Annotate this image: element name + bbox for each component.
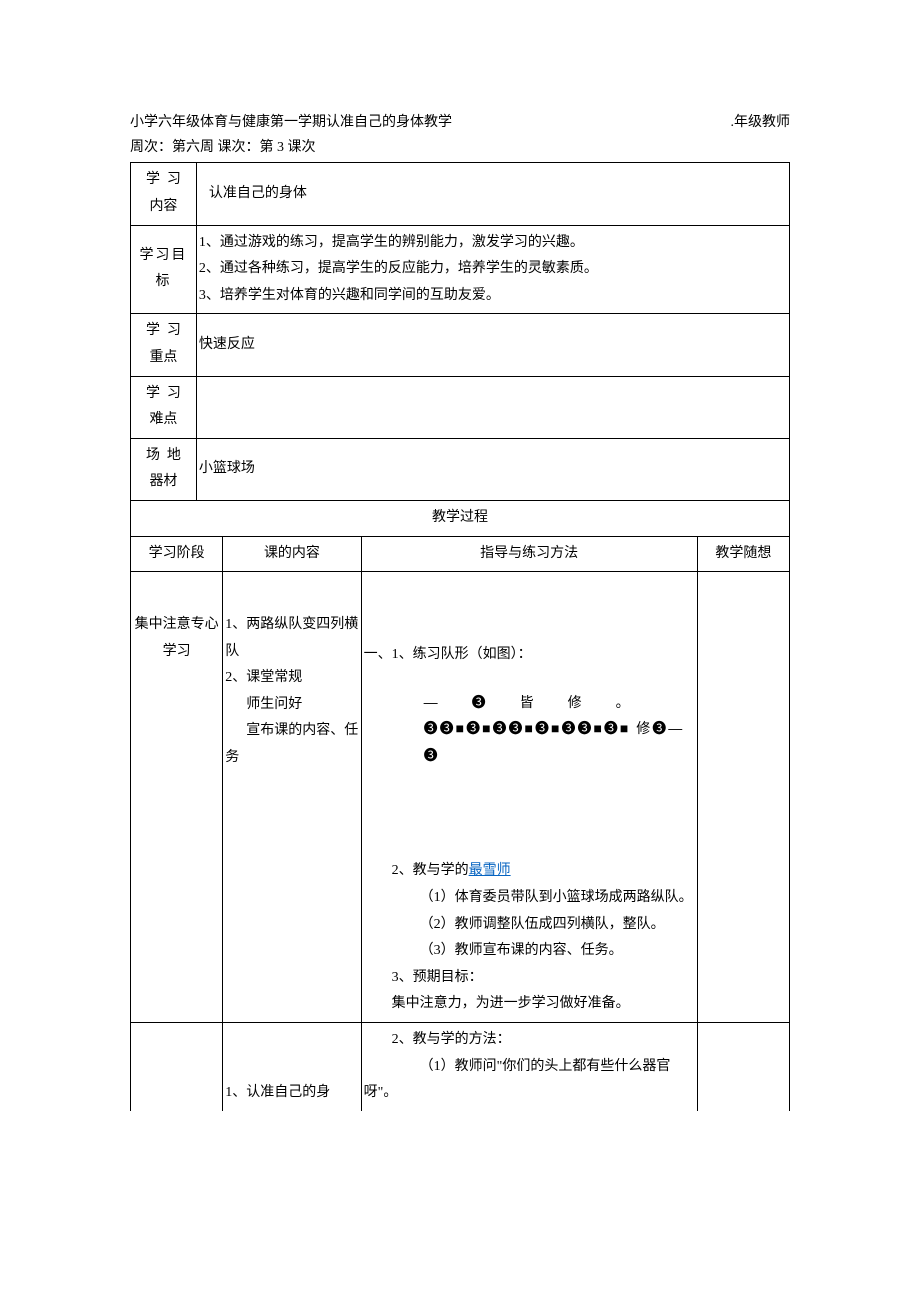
row-process-header: 教学过程 [131, 500, 790, 536]
row-focus: 学 习 重点 快速反应 [131, 314, 790, 376]
label-equipment: 场 地 器材 [131, 438, 197, 500]
formation-dots-1: — ❸ 皆 修 。 [364, 689, 695, 716]
method-2-head: 2、教与学的最雪师 [364, 858, 695, 885]
label-notes: 教学随想 [697, 536, 789, 572]
row-content: 学 习 内容 认准自己的身体 [131, 163, 790, 225]
cell-content-2: 1、认准自己的身 [223, 1023, 361, 1111]
formation-dots-2: ❸❸■❸■❸❸■❸■❸❸■❸■ 修❸—❸ [364, 715, 695, 768]
label-difficulty: 学 习 难点 [131, 376, 197, 438]
label-focus: 学 习 重点 [131, 314, 197, 376]
row-subheader: 学习阶段 课的内容 指导与练习方法 教学随想 [131, 536, 790, 572]
label-method: 指导与练习方法 [361, 536, 697, 572]
row-goal: 学习目标 1、通过游戏的练习，提高学生的辨别能力，激发学习的兴趣。 2、通过各种… [131, 225, 790, 314]
cell-notes-2 [697, 1023, 789, 1111]
cell-stage-1: 集中注意专心学习 [131, 572, 223, 1023]
cell-notes-1 [697, 572, 789, 1023]
teacher-grade: .年级教师 [731, 110, 791, 135]
method2-2: 2、教与学的方法： [364, 1027, 695, 1054]
link-text[interactable]: 最雪师 [469, 863, 511, 878]
cell-focus: 快速反应 [196, 314, 789, 376]
label-lesson-content: 课的内容 [223, 536, 361, 572]
method-3-body: 集中注意力，为进一步学习做好准备。 [364, 991, 695, 1018]
row-body-1: 集中注意专心学习 1、两路纵队变四列横队 2、课堂常规 师生问好 宣布课的内容、… [131, 572, 790, 1023]
doc-title: 小学六年级体育与健康第一学期认准自己的身体教学 [130, 110, 452, 135]
cell-method-1: 一、1、练习队形（如图）： — ❸ 皆 修 。 ❸❸■❸■❸❸■❸■❸❸■❸■ … [361, 572, 697, 1023]
method-2-3: （3）教师宣布课的内容、任务。 [364, 938, 695, 965]
goal-3: 3、培养学生对体育的兴趣和同学间的互助友爱。 [199, 283, 787, 310]
lesson-table: 学 习 内容 认准自己的身体 学习目标 1、通过游戏的练习，提高学生的辨别能力，… [130, 162, 790, 1110]
row-body-2: 1、认准自己的身 2、教与学的方法： （1）教师问"你们的头上都有些什么器官呀"… [131, 1023, 790, 1111]
label-process: 教学过程 [131, 500, 790, 536]
cell-method-2: 2、教与学的方法： （1）教师问"你们的头上都有些什么器官呀"。 [361, 1023, 697, 1111]
method-2-1: （1）体育委员带队到小篮球场成两路纵队。 [364, 885, 695, 912]
cell-content: 认准自己的身体 [196, 163, 789, 225]
cell-goal: 1、通过游戏的练习，提高学生的辨别能力，激发学习的兴趣。 2、通过各种练习，提高… [196, 225, 789, 314]
goal-2: 2、通过各种练习，提高学生的反应能力，培养学生的灵敏素质。 [199, 256, 787, 283]
header-line-2: 周次：第六周 课次：第 3 课次 [130, 135, 790, 160]
cell-stage-2 [131, 1023, 223, 1111]
label-stage: 学习阶段 [131, 536, 223, 572]
method2-2-1: （1）教师问"你们的头上都有些什么器官呀"。 [364, 1054, 695, 1107]
goal-1: 1、通过游戏的练习，提高学生的辨别能力，激发学习的兴趣。 [199, 230, 787, 257]
label-content: 学 习 内容 [131, 163, 197, 225]
row-difficulty: 学 习 难点 [131, 376, 790, 438]
method-3: 3、预期目标： [364, 965, 695, 992]
label-goal: 学习目标 [131, 225, 197, 314]
cell-difficulty [196, 376, 789, 438]
row-equipment: 场 地 器材 小篮球场 [131, 438, 790, 500]
header-line-1: 小学六年级体育与健康第一学期认准自己的身体教学 .年级教师 [130, 110, 790, 135]
page: 小学六年级体育与健康第一学期认准自己的身体教学 .年级教师 周次：第六周 课次：… [0, 0, 920, 1301]
method-2-2: （2）教师调整队伍成四列横队，整队。 [364, 912, 695, 939]
cell-equipment: 小篮球场 [196, 438, 789, 500]
method-intro: 一、1、练习队形（如图）： [364, 642, 695, 669]
cell-content-1: 1、两路纵队变四列横队 2、课堂常规 师生问好 宣布课的内容、任务 [223, 572, 361, 1023]
